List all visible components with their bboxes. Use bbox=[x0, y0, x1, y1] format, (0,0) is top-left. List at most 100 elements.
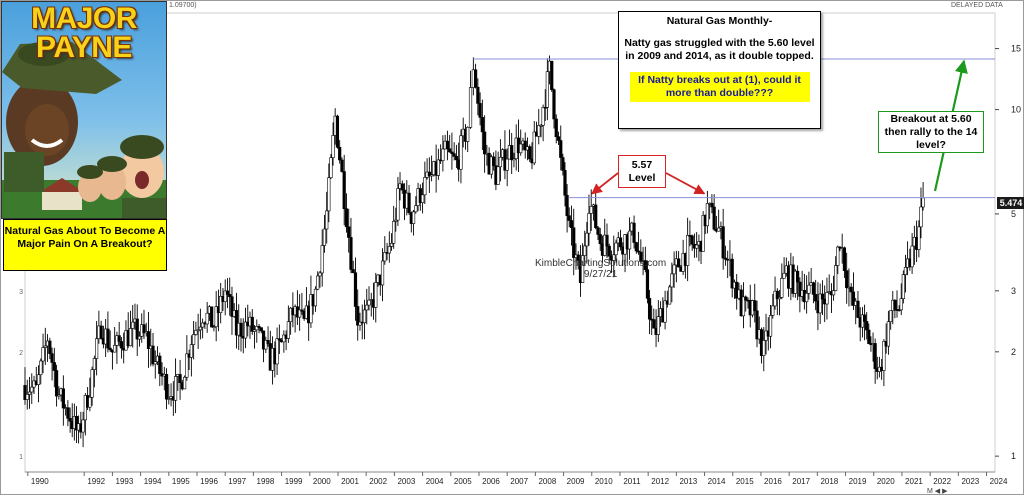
candle-body bbox=[598, 234, 602, 245]
y-tick-label: 3 bbox=[1011, 286, 1016, 296]
level-arrow-left bbox=[591, 172, 619, 195]
candle-body bbox=[198, 326, 202, 331]
candle-body bbox=[921, 197, 925, 208]
candle-body bbox=[92, 358, 96, 370]
candle-body bbox=[730, 258, 734, 289]
candle-body bbox=[459, 135, 463, 170]
candle-body bbox=[492, 156, 496, 166]
candle-body bbox=[228, 294, 232, 298]
candle-body bbox=[589, 206, 593, 214]
candle-body bbox=[612, 254, 616, 261]
note-title: Natural Gas Monthly- bbox=[666, 15, 773, 27]
candle-body bbox=[862, 314, 867, 322]
candle-body bbox=[185, 353, 189, 378]
x-tick-label: 2017 bbox=[792, 477, 810, 486]
candle-body bbox=[61, 388, 65, 409]
plot-area bbox=[24, 12, 996, 473]
candle-body bbox=[158, 355, 162, 374]
candle-body bbox=[919, 206, 923, 228]
x-tick-label: 2021 bbox=[905, 477, 923, 486]
candle-body bbox=[128, 328, 133, 347]
candle-body bbox=[329, 157, 333, 179]
x-tick-label: 2022 bbox=[933, 477, 951, 486]
candle-body bbox=[153, 361, 157, 365]
candle-body bbox=[414, 205, 418, 213]
candle-body bbox=[365, 304, 369, 311]
candle-body bbox=[559, 140, 563, 158]
delayed-data-label: DELAYED DATA bbox=[951, 2, 1003, 9]
note-question: If Natty breaks out at (1), could it mor… bbox=[629, 72, 810, 102]
candle-body bbox=[383, 252, 387, 262]
candle-body bbox=[340, 159, 344, 172]
candle-body bbox=[771, 305, 775, 316]
candle-body bbox=[627, 230, 632, 250]
x-tick-label: 2012 bbox=[651, 477, 669, 486]
x-tick-label: 2023 bbox=[961, 477, 979, 486]
poster-illustration bbox=[2, 42, 166, 218]
candle-body bbox=[705, 203, 709, 227]
candle-body bbox=[670, 273, 674, 288]
candle-body bbox=[48, 340, 52, 354]
x-tick-label: 1995 bbox=[172, 477, 190, 486]
candle-body bbox=[596, 227, 600, 235]
candle-body bbox=[849, 286, 853, 293]
candle-body bbox=[498, 156, 503, 168]
candle-body bbox=[325, 210, 329, 230]
y-tick-label: 15 bbox=[1011, 44, 1021, 54]
candle-body bbox=[23, 385, 27, 400]
candle-body bbox=[811, 282, 816, 295]
candle-body bbox=[805, 293, 809, 303]
candle-body bbox=[539, 125, 543, 127]
candle-body bbox=[30, 386, 34, 393]
candle-body bbox=[135, 318, 139, 340]
candle-body bbox=[142, 324, 146, 334]
candle-body bbox=[831, 290, 836, 296]
x-tick-label: 2016 bbox=[764, 477, 782, 486]
candle-body bbox=[25, 394, 29, 400]
candle-body bbox=[639, 251, 643, 262]
candle-body bbox=[645, 269, 650, 299]
candle-body bbox=[583, 245, 587, 256]
candle-body bbox=[572, 227, 576, 258]
candle-body bbox=[423, 177, 427, 196]
candle-body bbox=[250, 316, 254, 332]
candle-body bbox=[496, 166, 500, 185]
x-tick-label: 1992 bbox=[87, 477, 105, 486]
candle-body bbox=[899, 298, 903, 311]
candle-body bbox=[667, 286, 672, 305]
candle-body bbox=[396, 188, 400, 221]
candle-body bbox=[825, 292, 829, 305]
candle-body bbox=[309, 294, 313, 324]
candle-body bbox=[66, 407, 70, 419]
candle-body bbox=[856, 300, 860, 318]
x-tick-label: 2007 bbox=[510, 477, 528, 486]
x-tick-label: 2003 bbox=[397, 477, 415, 486]
candle-body bbox=[777, 297, 782, 300]
candle-body bbox=[483, 131, 487, 155]
candle-body bbox=[452, 153, 456, 157]
candle-body bbox=[331, 135, 335, 158]
candle-body bbox=[167, 398, 171, 400]
x-tick-label: 2009 bbox=[567, 477, 585, 486]
candle-body bbox=[741, 296, 746, 317]
candle-body bbox=[178, 374, 182, 383]
candle-body bbox=[541, 106, 545, 126]
candle-body bbox=[532, 131, 536, 164]
candle-body bbox=[721, 226, 725, 259]
candle-body bbox=[225, 290, 230, 295]
scroll-controls[interactable]: M ◀ ▶ bbox=[927, 488, 948, 495]
x-tick-label: 2014 bbox=[708, 477, 726, 486]
candle-body bbox=[567, 215, 571, 221]
x-tick-label: 2008 bbox=[538, 477, 556, 486]
candle-body bbox=[834, 265, 838, 291]
candle-body bbox=[587, 213, 591, 234]
x-tick-label: 2011 bbox=[623, 477, 641, 486]
y-tick-label: 5 bbox=[1011, 209, 1016, 219]
poster-caption: Natural Gas About To Become A Major Pain… bbox=[3, 219, 167, 271]
candle-body bbox=[468, 87, 473, 128]
annotation-note: Natural Gas Monthly- Natty gas struggled… bbox=[618, 11, 821, 129]
candle-body bbox=[762, 340, 766, 356]
level-label: 5.57 Level bbox=[618, 155, 666, 188]
candle-body bbox=[264, 340, 268, 350]
x-tick-label: 2013 bbox=[679, 477, 697, 486]
